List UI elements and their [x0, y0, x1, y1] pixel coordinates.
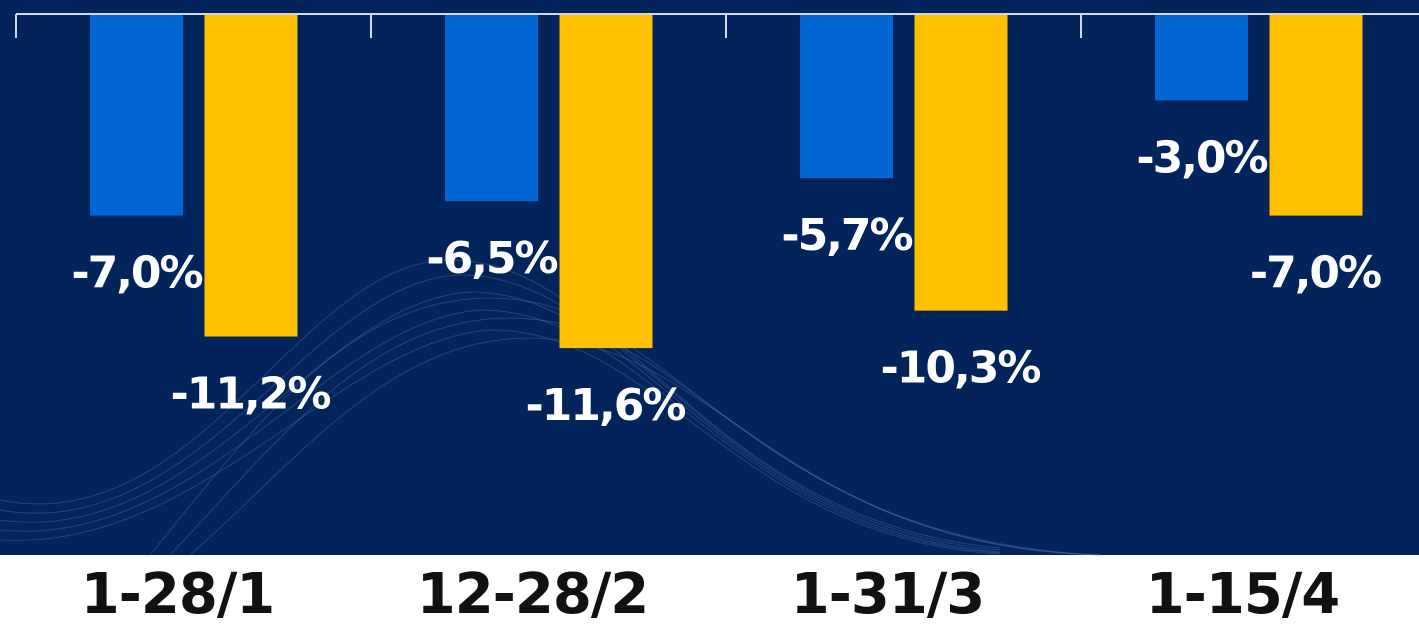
bar [914, 14, 1008, 311]
x-tick-label: 12-28/2 [417, 562, 649, 627]
bar [1269, 14, 1363, 216]
decorative-waves [0, 259, 1101, 556]
value-label: -11,6% [526, 380, 686, 431]
bar [800, 14, 893, 179]
value-label: -11,2% [171, 369, 331, 420]
x-tick-label: 1-31/3 [791, 562, 985, 627]
value-label: -7,0% [71, 248, 202, 299]
value-label: -7,0% [1250, 248, 1381, 299]
x-tick-label: 1-28/1 [81, 562, 275, 627]
bar [559, 14, 653, 349]
bar [90, 14, 183, 216]
value-label: -3,0% [1136, 132, 1267, 183]
x-tick-label: 1-15/4 [1146, 562, 1340, 627]
bar [1155, 14, 1248, 101]
bar [445, 14, 538, 202]
value-label: -10,3% [881, 343, 1041, 394]
value-label: -5,7% [781, 210, 912, 261]
value-label: -6,5% [426, 233, 557, 284]
bar [204, 14, 298, 337]
